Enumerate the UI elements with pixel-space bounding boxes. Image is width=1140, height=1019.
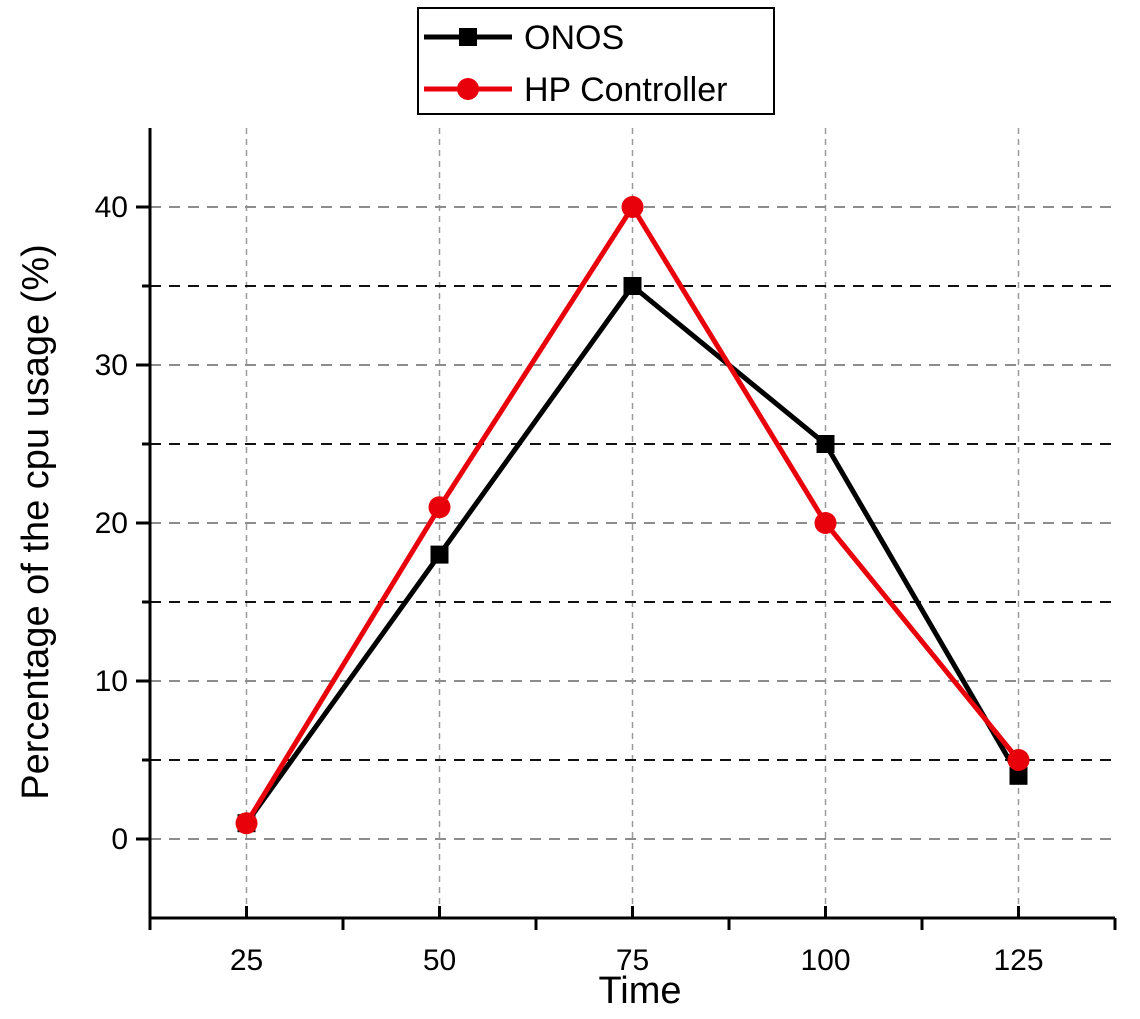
y-axis-label: Percentage of the cpu usage (%) bbox=[15, 244, 57, 800]
x-tick-label: 100 bbox=[800, 944, 850, 977]
x-axis-label: Time bbox=[598, 970, 681, 1012]
x-tick-label: 50 bbox=[423, 944, 456, 977]
data-point-hp-controller bbox=[621, 196, 644, 218]
y-tick-label: 30 bbox=[95, 349, 128, 382]
x-tick-label: 125 bbox=[993, 944, 1043, 977]
data-point-hp-controller bbox=[1007, 749, 1030, 771]
data-point-onos bbox=[816, 435, 835, 453]
legend-marker-onos bbox=[459, 28, 477, 46]
series-layer bbox=[235, 196, 1030, 835]
y-tick-label: 20 bbox=[95, 507, 128, 540]
legend: ONOS HP Controller bbox=[417, 7, 775, 115]
y-tick-label: 0 bbox=[111, 823, 128, 856]
data-point-hp-controller bbox=[235, 812, 258, 835]
y-tick-label: 10 bbox=[95, 665, 128, 698]
legend-label-onos: ONOS bbox=[524, 19, 624, 57]
data-point-onos bbox=[430, 545, 449, 564]
data-point-onos bbox=[623, 277, 642, 295]
data-point-onos bbox=[1009, 766, 1028, 785]
legend-marker-hp-controller bbox=[457, 78, 479, 100]
series-line-onos bbox=[244, 282, 1021, 825]
axes-layer: 0 10 20 30 40 25 50 75 100 125 bbox=[95, 128, 1117, 977]
legend-box bbox=[417, 7, 775, 115]
data-point-hp-controller bbox=[814, 512, 837, 534]
x-tick-label: 75 bbox=[616, 944, 649, 977]
legend-label-hp-controller: HP Controller bbox=[524, 71, 727, 109]
x-tick-label: 25 bbox=[230, 944, 263, 977]
grid-layer bbox=[150, 128, 1115, 918]
data-point-hp-controller bbox=[428, 496, 451, 519]
y-tick-label: 40 bbox=[95, 191, 128, 224]
